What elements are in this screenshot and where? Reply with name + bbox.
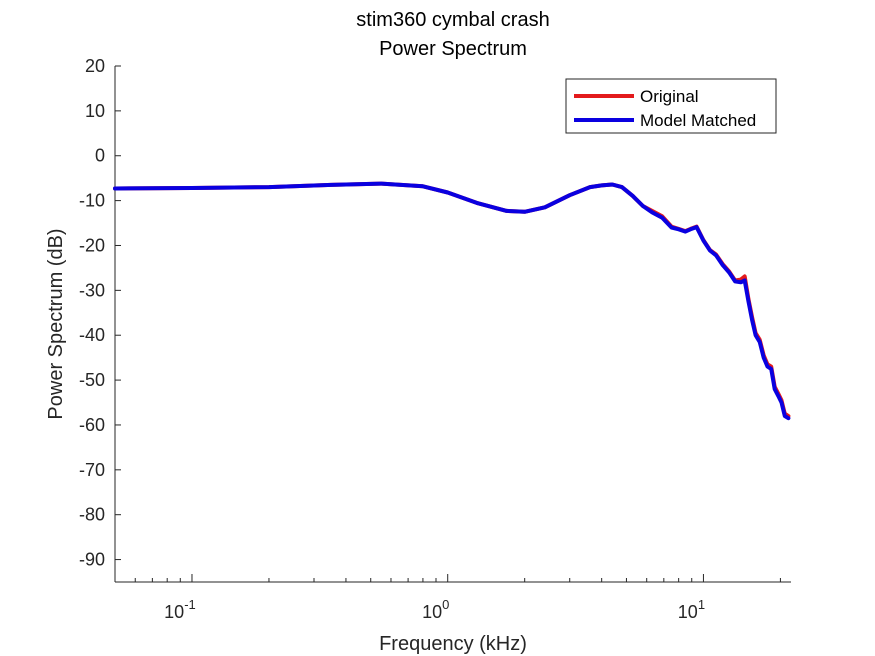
legend-label-original: Original: [640, 87, 699, 106]
y-tick-label: -30: [79, 280, 105, 300]
y-axis-label: Power Spectrum (dB): [45, 228, 67, 419]
y-tick-label: -40: [79, 325, 105, 345]
y-tick-label: 20: [85, 56, 105, 76]
y-tick-label: -60: [79, 415, 105, 435]
x-tick-label: 100: [422, 597, 449, 622]
x-tick-label: 10-1: [164, 597, 196, 622]
chart-title-line-2: Power Spectrum: [379, 38, 527, 60]
y-ticks: 20 10 0 -10 -20 -30 -40 -50 -60 -70 -80 -90: [79, 56, 121, 570]
chart-title-line-1: stim360 cymbal crash: [356, 9, 549, 31]
y-tick-label: -50: [79, 370, 105, 390]
x-ticks: 10-1 100 101: [114, 574, 781, 622]
y-tick-label: -90: [79, 550, 105, 570]
legend-label-model-matched: Model Matched: [640, 111, 756, 130]
y-tick-label: -10: [79, 191, 105, 211]
chart-title: stim360 cymbal crash Power Spectrum: [356, 9, 549, 60]
y-tick-label: 0: [95, 146, 105, 166]
series-line-model-matched: [113, 181, 791, 421]
y-tick-label: -70: [79, 460, 105, 480]
legend: Original Model Matched: [565, 78, 777, 134]
legend-box: [565, 78, 777, 134]
x-tick-label: 101: [678, 597, 705, 622]
y-tick-label: 10: [85, 101, 105, 121]
plot-series: [113, 181, 791, 421]
y-tick-label: -80: [79, 505, 105, 525]
series-line-original: [113, 181, 791, 418]
axes: [114, 66, 791, 583]
x-axis-label: Frequency (kHz): [379, 633, 527, 655]
y-tick-label: -20: [79, 235, 105, 255]
